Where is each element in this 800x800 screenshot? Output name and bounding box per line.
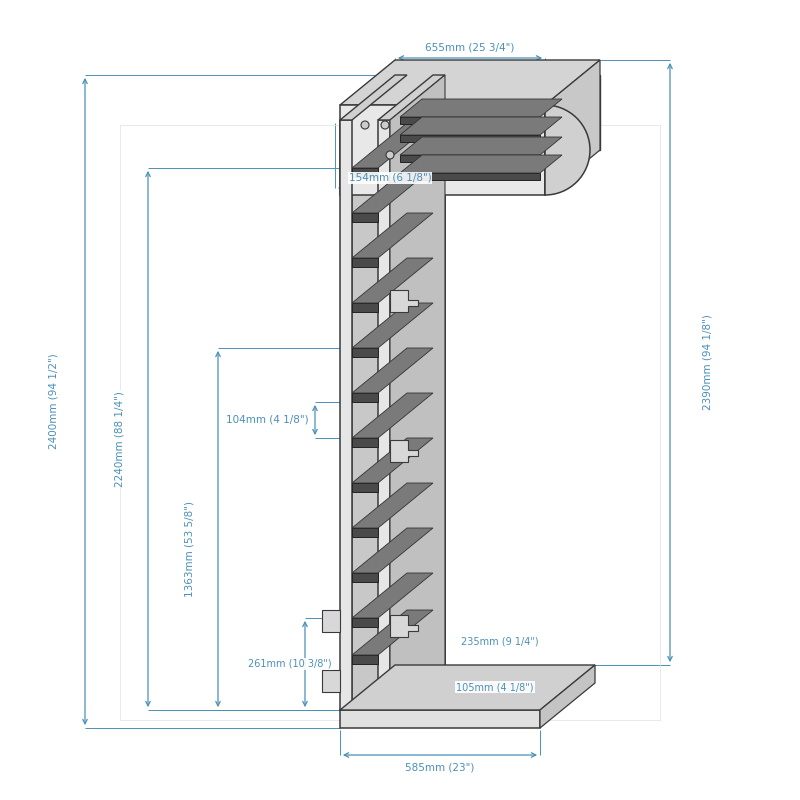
Polygon shape <box>340 120 352 710</box>
Polygon shape <box>352 123 433 168</box>
Polygon shape <box>352 168 378 177</box>
Text: 1363mm (53 5/8"): 1363mm (53 5/8") <box>185 501 195 597</box>
Polygon shape <box>352 483 378 492</box>
Polygon shape <box>395 75 600 150</box>
Circle shape <box>386 151 394 159</box>
Polygon shape <box>352 213 433 258</box>
Polygon shape <box>352 258 378 267</box>
Polygon shape <box>340 665 595 710</box>
Polygon shape <box>400 155 540 162</box>
Polygon shape <box>352 528 433 573</box>
Polygon shape <box>340 710 540 728</box>
Text: 2240mm (88 1/4"): 2240mm (88 1/4") <box>115 391 125 487</box>
Polygon shape <box>352 213 378 222</box>
Polygon shape <box>352 258 433 303</box>
Polygon shape <box>390 75 445 710</box>
Polygon shape <box>390 290 418 312</box>
Text: 2390mm (94 1/8"): 2390mm (94 1/8") <box>703 314 713 410</box>
Polygon shape <box>400 117 562 135</box>
Polygon shape <box>400 173 540 180</box>
Polygon shape <box>433 75 445 665</box>
Polygon shape <box>352 75 407 710</box>
Polygon shape <box>378 120 390 710</box>
Polygon shape <box>352 528 378 537</box>
Text: 2400mm (94 1/2"): 2400mm (94 1/2") <box>48 354 58 450</box>
Polygon shape <box>378 75 445 120</box>
Polygon shape <box>322 670 340 692</box>
Text: 104mm (4 1/8"): 104mm (4 1/8") <box>226 415 308 425</box>
Text: 655mm (25 3/4"): 655mm (25 3/4") <box>426 43 514 53</box>
Polygon shape <box>352 168 433 213</box>
Polygon shape <box>352 483 433 528</box>
Polygon shape <box>352 610 433 655</box>
Polygon shape <box>352 348 378 357</box>
Polygon shape <box>352 393 433 438</box>
Polygon shape <box>540 665 595 728</box>
Polygon shape <box>340 60 600 105</box>
Polygon shape <box>400 135 540 142</box>
Polygon shape <box>352 618 378 627</box>
Text: 261mm (10 3/8"): 261mm (10 3/8") <box>248 659 332 669</box>
Text: 154mm (6 1/8"): 154mm (6 1/8") <box>349 173 431 183</box>
Polygon shape <box>352 348 433 393</box>
Polygon shape <box>390 440 418 462</box>
Polygon shape <box>400 99 562 117</box>
Polygon shape <box>395 75 407 665</box>
Polygon shape <box>340 75 407 120</box>
Text: 235mm (9 1/4"): 235mm (9 1/4") <box>461 636 539 646</box>
Circle shape <box>361 121 369 129</box>
Polygon shape <box>390 615 418 637</box>
Text: 105mm (4 1/8"): 105mm (4 1/8") <box>456 682 534 692</box>
Polygon shape <box>340 105 545 195</box>
Polygon shape <box>352 438 433 483</box>
Text: 585mm (23"): 585mm (23") <box>406 763 474 773</box>
Polygon shape <box>352 438 378 447</box>
Polygon shape <box>352 573 433 618</box>
Polygon shape <box>400 137 562 155</box>
Polygon shape <box>340 665 445 710</box>
Circle shape <box>381 121 389 129</box>
Polygon shape <box>400 117 540 124</box>
Polygon shape <box>352 573 378 582</box>
Polygon shape <box>352 303 433 348</box>
Polygon shape <box>352 393 378 402</box>
Polygon shape <box>400 155 562 173</box>
Polygon shape <box>352 655 378 664</box>
Wedge shape <box>545 105 590 195</box>
Polygon shape <box>545 60 600 195</box>
Polygon shape <box>322 610 340 632</box>
Polygon shape <box>352 303 378 312</box>
